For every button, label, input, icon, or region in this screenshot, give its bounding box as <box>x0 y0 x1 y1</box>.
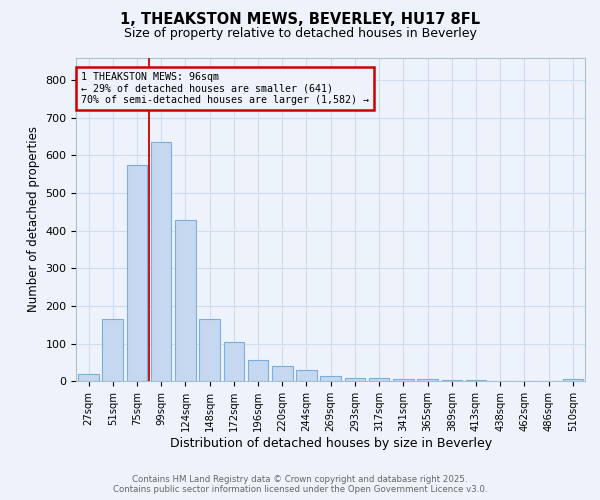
Bar <box>151 142 172 382</box>
Text: Contains HM Land Registry data © Crown copyright and database right 2025.
Contai: Contains HM Land Registry data © Crown c… <box>113 474 487 494</box>
Bar <box>417 380 438 382</box>
Bar <box>344 378 365 382</box>
Bar <box>296 370 317 382</box>
Bar <box>224 342 244 382</box>
Bar <box>490 380 511 382</box>
Text: 1 THEAKSTON MEWS: 96sqm
← 29% of detached houses are smaller (641)
70% of semi-d: 1 THEAKSTON MEWS: 96sqm ← 29% of detache… <box>82 72 370 106</box>
Bar <box>466 380 487 382</box>
Bar <box>393 379 413 382</box>
Bar <box>272 366 293 382</box>
Text: Size of property relative to detached houses in Beverley: Size of property relative to detached ho… <box>124 28 476 40</box>
Bar <box>78 374 99 382</box>
Bar <box>369 378 389 382</box>
Bar <box>103 319 123 382</box>
X-axis label: Distribution of detached houses by size in Beverley: Distribution of detached houses by size … <box>170 437 492 450</box>
Bar <box>320 376 341 382</box>
Text: 1, THEAKSTON MEWS, BEVERLEY, HU17 8FL: 1, THEAKSTON MEWS, BEVERLEY, HU17 8FL <box>120 12 480 28</box>
Bar <box>199 319 220 382</box>
Bar <box>127 165 147 382</box>
Bar <box>175 220 196 382</box>
Bar <box>442 380 462 382</box>
Bar <box>563 380 583 382</box>
Bar <box>248 360 268 382</box>
Y-axis label: Number of detached properties: Number of detached properties <box>27 126 40 312</box>
